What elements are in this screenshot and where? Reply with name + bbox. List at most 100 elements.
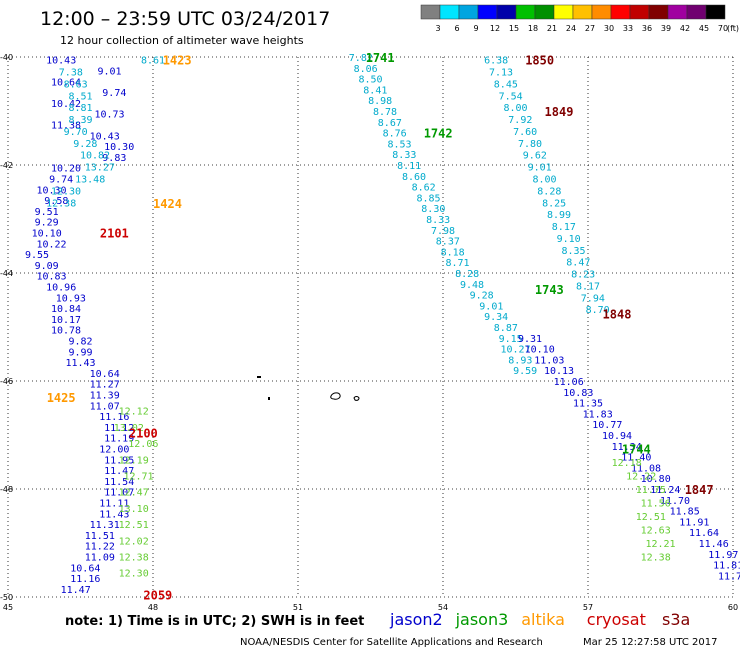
wave-height-value: 9.59 bbox=[513, 366, 537, 377]
wave-height-value: 9.28 bbox=[73, 139, 97, 150]
scale-swatch bbox=[477, 4, 498, 20]
wave-height-value: 9.31 bbox=[518, 334, 542, 345]
wave-height-value: 10.43 bbox=[46, 56, 76, 67]
scale-tick: 6 bbox=[454, 24, 459, 33]
wave-height-value: 10.80 bbox=[641, 474, 671, 485]
scale-swatch bbox=[439, 4, 460, 20]
wave-height-value: 11.09 bbox=[85, 553, 115, 564]
x-tick-label: 48 bbox=[148, 603, 158, 612]
axes: 45 48 51 54 57 60 -40 -42 -44 -46 -48 -50 bbox=[0, 53, 738, 612]
pass-time-label: 2100 bbox=[129, 426, 158, 440]
wave-height-value: 12.47 bbox=[119, 488, 149, 499]
wave-height-value: 10.82 bbox=[80, 151, 110, 162]
scale-tick: 39 bbox=[661, 24, 671, 33]
wave-height-value: 7.82 bbox=[349, 53, 373, 64]
chart-title: 12:00 – 23:59 UTC 03/24/2017 bbox=[40, 8, 330, 30]
wave-height-value: 8.41 bbox=[363, 85, 387, 96]
wave-height-value: 10.64 bbox=[70, 563, 100, 574]
wave-height-value: 11.22 bbox=[85, 542, 115, 553]
scale-tick: 21 bbox=[547, 24, 557, 33]
wave-height-value: 8.71 bbox=[445, 258, 469, 269]
wave-height-value: 8.47 bbox=[566, 258, 590, 269]
wave-height-value: 9.74 bbox=[49, 175, 73, 186]
scale-swatch bbox=[515, 4, 536, 20]
scale-swatch bbox=[686, 4, 707, 20]
x-tick-label: 60 bbox=[728, 603, 738, 612]
x-tick-label: 57 bbox=[583, 603, 593, 612]
time-labels: 1423 1424 1425 2101 2100 2059 1741 1742 1743 1744… bbox=[47, 51, 714, 602]
wave-height-value: 9.74 bbox=[102, 88, 126, 99]
wave-height-value: 8.00 bbox=[532, 175, 556, 186]
wave-height-value: 13.02 bbox=[114, 423, 144, 434]
wave-height-value: 12.18 bbox=[612, 458, 642, 469]
scale-swatch bbox=[553, 4, 574, 20]
wave-height-value: 8.78 bbox=[373, 107, 397, 118]
pass-time-label: 1425 bbox=[47, 391, 76, 405]
scale-tick: 24 bbox=[566, 24, 576, 33]
wave-height-value: 11.47 bbox=[104, 466, 134, 477]
pass-time-label: 1742 bbox=[424, 127, 453, 141]
legend-jason2: jason2 bbox=[389, 610, 443, 629]
wave-height-value: 13.10 bbox=[119, 504, 149, 515]
scale-tick: 42 bbox=[680, 24, 690, 33]
wave-height-value: 11.07 bbox=[104, 488, 134, 499]
footer-credit: NOAA/NESDIS Center for Satellite Applica… bbox=[240, 637, 543, 648]
wave-height-value: 11.08 bbox=[631, 463, 661, 474]
wave-height-value: 11.43 bbox=[99, 509, 129, 520]
wave-height-value: 10.83 bbox=[563, 388, 593, 399]
wave-height-value: 9.48 bbox=[460, 280, 484, 291]
wave-height-value: 11.27 bbox=[90, 380, 120, 391]
footer-note: note: 1) Time is in UTC; 2) SWH is in fe… bbox=[65, 614, 364, 629]
scale-tick: 18 bbox=[528, 24, 538, 33]
wave-height-value: 11.47 bbox=[61, 585, 91, 596]
wave-height-value: 8.28 bbox=[455, 269, 479, 280]
wave-height-value: 11.34 bbox=[612, 442, 642, 453]
wave-height-value: 12.12 bbox=[119, 407, 149, 418]
wave-height-value: 11.81 bbox=[713, 561, 740, 572]
pass-time-label: 1424 bbox=[153, 197, 182, 211]
y-tick-label: -46 bbox=[0, 377, 13, 386]
color-scale-legend: 3 6 9 12 15 18 21 24 27 30 33 36 39 42 45 70(ft) bbox=[420, 4, 739, 33]
wave-height-value: 11.07 bbox=[90, 401, 120, 412]
wave-height-value: 13.27 bbox=[85, 163, 115, 174]
wave-height-value: 10.17 bbox=[51, 315, 81, 326]
wave-height-value: 7.13 bbox=[489, 68, 513, 79]
wave-height-value: 10.10 bbox=[525, 345, 555, 356]
wave-height-value: 8.45 bbox=[494, 79, 518, 90]
wave-height-value: 11.91 bbox=[679, 517, 709, 528]
wave-height-value: 8.98 bbox=[368, 96, 392, 107]
wave-height-value: 10.73 bbox=[94, 110, 124, 121]
wave-height-value: 8.39 bbox=[68, 115, 92, 126]
wave-height-value: 11.06 bbox=[554, 377, 584, 388]
wave-height-value: 8.50 bbox=[358, 75, 382, 86]
wave-height-value: 10.22 bbox=[36, 239, 66, 250]
wave-height-value: 12.38 bbox=[641, 553, 671, 564]
y-tick-label: -50 bbox=[0, 593, 13, 602]
wave-height-value: 7.80 bbox=[518, 139, 542, 150]
wave-height-value: 11.38 bbox=[51, 121, 81, 132]
satellite-legend: jason2 jason3 altika cryosat s3a bbox=[389, 610, 690, 629]
wave-height-value: 12.71 bbox=[123, 472, 153, 483]
wave-height-value: 8.85 bbox=[416, 193, 440, 204]
footer-timestamp: Mar 25 12:27:58 UTC 2017 bbox=[583, 637, 718, 648]
wave-height-value: 11.95 bbox=[104, 455, 134, 466]
wave-height-value: 7.92 bbox=[508, 115, 532, 126]
wave-height-value: 10.78 bbox=[51, 326, 81, 337]
wave-height-value: 9.62 bbox=[523, 151, 547, 162]
wave-height-value: 9.51 bbox=[35, 207, 59, 218]
wave-height-value: 9.28 bbox=[470, 291, 494, 302]
wave-height-value: 9.01 bbox=[97, 67, 121, 78]
scale-swatch bbox=[629, 4, 650, 20]
scale-tick: 12 bbox=[490, 24, 500, 33]
wave-height-value: 9.70 bbox=[64, 127, 88, 138]
wave-height-value: 10.43 bbox=[90, 131, 120, 142]
wave-height-value: 8.17 bbox=[552, 222, 576, 233]
wave-height-value: 11.46 bbox=[699, 539, 729, 550]
wave-height-value: 9.15 bbox=[499, 334, 523, 345]
wave-height-value: 8.67 bbox=[378, 118, 402, 129]
wave-height-value: 7.94 bbox=[581, 293, 605, 304]
wave-height-value: 9.09 bbox=[35, 261, 59, 272]
wave-height-value: 9.99 bbox=[68, 347, 92, 358]
scale-tick: 45 bbox=[699, 24, 709, 33]
wave-height-value: 9.82 bbox=[68, 337, 92, 348]
